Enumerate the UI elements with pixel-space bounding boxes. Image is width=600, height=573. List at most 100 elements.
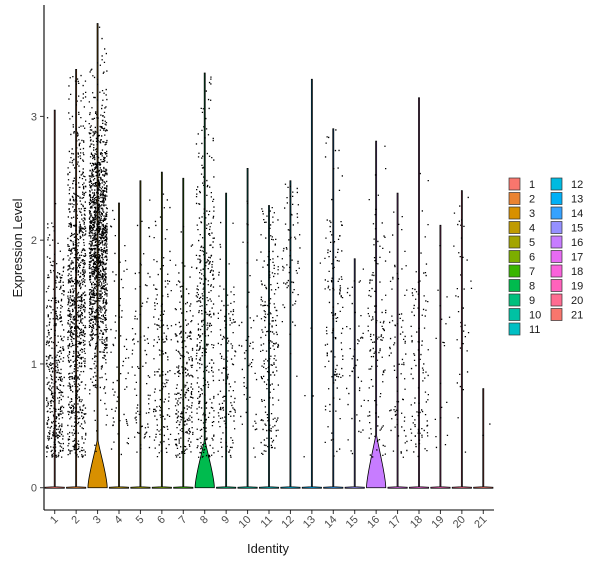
- points-18: [410, 172, 429, 458]
- violin-11: [258, 205, 280, 489]
- legend-swatch: [508, 308, 521, 321]
- legend-item-17: 17: [550, 250, 583, 264]
- legend-item-20: 20: [550, 293, 583, 307]
- legend-item-10: 10: [508, 308, 541, 322]
- points-5: [131, 199, 151, 453]
- legend-item-19: 19: [550, 279, 583, 293]
- legend-swatch: [508, 235, 521, 249]
- x-tick-label: 3: [91, 514, 104, 527]
- x-axis-title: Identity: [247, 541, 289, 556]
- y-axis-title: Expression Level: [10, 198, 25, 297]
- legend-item-14: 14: [550, 206, 583, 220]
- legend-label: 17: [571, 252, 583, 264]
- violin-group-1: [44, 109, 65, 489]
- violin-group-12: [280, 180, 301, 489]
- legend-label: 5: [529, 237, 535, 249]
- x-tick-label: 4: [112, 514, 125, 527]
- violin-6: [151, 171, 172, 489]
- legend-swatch: [508, 264, 521, 278]
- legend-item-16: 16: [550, 235, 583, 249]
- violin-15: [344, 258, 365, 489]
- x-tick-label: 18: [408, 514, 425, 531]
- legend-swatch: [550, 293, 563, 307]
- points-6: [153, 193, 173, 458]
- violin-group-9: [216, 192, 237, 489]
- violin-16: [366, 140, 387, 489]
- violin-7: [173, 177, 194, 489]
- violin-group-2: [66, 68, 87, 489]
- x-tick-label: 15: [344, 514, 361, 531]
- violin-8: [194, 72, 215, 489]
- x-tick-label: 13: [301, 514, 318, 531]
- legend-label: 4: [529, 223, 535, 235]
- violin-group-8: [194, 72, 215, 489]
- x-tick-label: 1: [48, 514, 61, 527]
- legend-label: 9: [529, 295, 535, 307]
- legend-swatch: [508, 177, 521, 191]
- x-tick-label: 21: [472, 514, 489, 531]
- legend-label: 19: [571, 281, 583, 293]
- violin-group-20: [451, 190, 473, 489]
- points-11: [260, 207, 280, 455]
- violin-19: [430, 224, 451, 489]
- legend-swatch: [550, 206, 563, 220]
- violin-13: [301, 78, 322, 489]
- legend-label: 3: [529, 208, 535, 220]
- violin-group-17: [387, 192, 408, 489]
- legend-label: 18: [571, 266, 583, 278]
- legend-swatch: [508, 206, 521, 220]
- legend-item-13: 13: [550, 192, 583, 206]
- legend-label: 16: [571, 237, 583, 249]
- legend-swatch: [550, 177, 563, 191]
- legend-swatch: [550, 308, 563, 321]
- x-tick-label: 7: [177, 514, 190, 527]
- legend-swatch: [550, 235, 563, 249]
- legend-item-3: 3: [508, 206, 535, 220]
- legend-swatch: [550, 279, 563, 292]
- legend-label: 2: [529, 194, 535, 206]
- violin-group-11: [258, 205, 280, 489]
- legend-item-2: 2: [508, 192, 535, 206]
- violin-group-13: [301, 78, 322, 489]
- points-16: [367, 145, 387, 458]
- violin-group-5: [130, 180, 151, 489]
- y-tick-label: 2: [31, 235, 37, 247]
- legend-swatch: [508, 192, 521, 205]
- legend-item-18: 18: [550, 264, 583, 278]
- legend-item-6: 6: [508, 250, 535, 264]
- legend-item-8: 8: [508, 279, 535, 293]
- legend-label: 12: [571, 179, 583, 191]
- violin-group-16: [366, 140, 387, 489]
- x-tick-label: 14: [322, 514, 339, 531]
- x-tick-label: 17: [387, 514, 404, 531]
- points-3: [88, 26, 108, 453]
- violin-20: [451, 190, 472, 489]
- legend-label: 10: [529, 310, 541, 322]
- violin-group-7: [173, 177, 194, 489]
- legend-label: 7: [529, 266, 535, 278]
- legend-label: 6: [529, 252, 535, 264]
- violin-group-14: [323, 128, 344, 489]
- legend-swatch: [550, 250, 563, 263]
- violin-group-4: [108, 202, 130, 489]
- legend-swatch: [508, 322, 521, 336]
- x-tick-label: 2: [69, 514, 82, 527]
- violin-17: [387, 192, 408, 489]
- legend-item-9: 9: [508, 293, 535, 307]
- violin-18: [408, 97, 430, 489]
- legend-label: 11: [529, 324, 540, 336]
- x-tick-label: 16: [365, 514, 382, 531]
- x-tick-label: 20: [451, 514, 468, 531]
- legend-item-1: 1: [508, 177, 535, 191]
- x-tick-label: 8: [198, 514, 211, 527]
- violin-2: [66, 68, 87, 489]
- x-tick-label: 6: [155, 514, 168, 527]
- violin-21: [473, 388, 494, 489]
- legend-label: 15: [571, 223, 583, 235]
- y-tick-label: 3: [31, 111, 37, 123]
- y-tick-label: 0: [31, 483, 37, 495]
- violin-group-6: [151, 171, 173, 489]
- violin-3: [87, 23, 108, 489]
- violin-group-21: [473, 388, 494, 489]
